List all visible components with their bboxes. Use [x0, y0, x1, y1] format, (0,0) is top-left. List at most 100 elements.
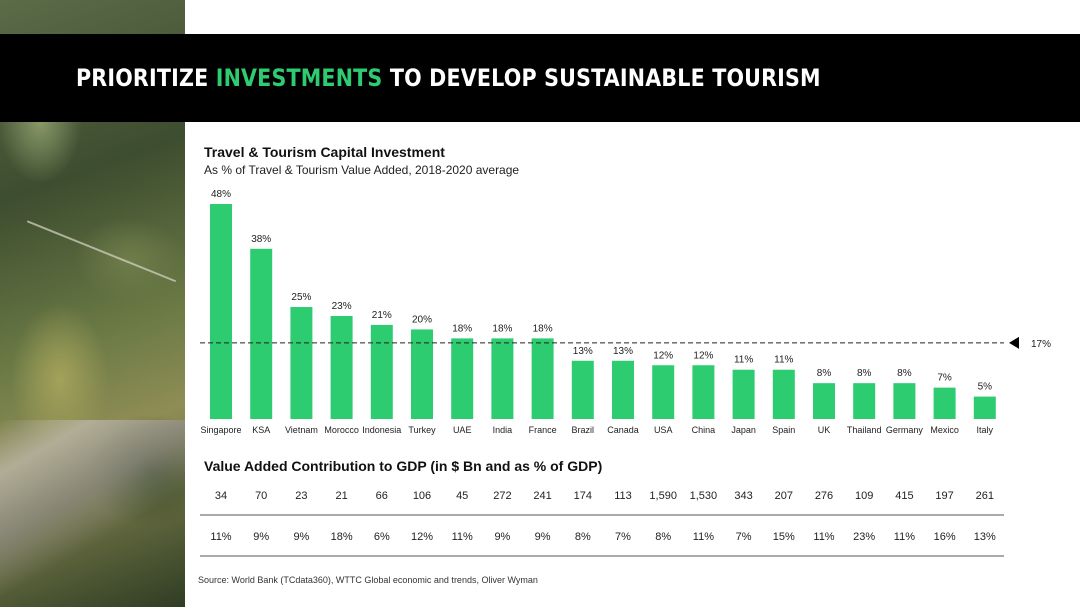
bar-germany	[893, 383, 916, 419]
gdp-bn-cell: 261	[976, 490, 994, 502]
category-label: France	[529, 425, 557, 435]
gdp-pct-cell: 7%	[736, 531, 752, 543]
gdp-bn-cell: 113	[614, 490, 632, 502]
data-label: 13%	[613, 346, 633, 357]
title-highlight: INVESTMENTS	[215, 64, 383, 92]
gdp-bn-cell: 415	[895, 490, 913, 502]
bar-china	[692, 365, 715, 419]
source-note: Source: World Bank (TCdata360), WTTC Glo…	[198, 575, 538, 585]
data-label: 11%	[734, 355, 753, 366]
category-label: Japan	[731, 425, 756, 435]
bar-morocco	[330, 315, 353, 419]
category-label: Italy	[977, 425, 994, 435]
reference-arrow-icon	[1009, 336, 1019, 349]
gdp-pct-cell: 11%	[452, 531, 473, 543]
gdp-bn-cell: 66	[376, 490, 388, 502]
category-label: Brazil	[572, 425, 595, 435]
data-label: 5%	[978, 382, 993, 393]
gdp-pct-cell: 11%	[210, 531, 231, 543]
category-label: USA	[654, 425, 673, 435]
bar-canada	[612, 360, 634, 419]
data-label: 18%	[533, 323, 553, 334]
gdp-pct-cell: 7%	[615, 531, 631, 543]
bar-uk	[813, 383, 835, 419]
gdp-bn-cell: 1,530	[690, 490, 718, 502]
gdp-bn-cell: 45	[456, 490, 468, 502]
title-part-2: TO DEVELOP SUSTAINABLE TOURISM	[382, 64, 821, 92]
category-label: KSA	[252, 425, 270, 435]
category-label: UK	[818, 425, 831, 435]
gdp-pct-cell: 11%	[693, 531, 714, 543]
gdp-bn-cell: 21	[335, 490, 347, 502]
gdp-pct-cell: 15%	[773, 531, 795, 543]
data-label: 12%	[693, 350, 713, 361]
data-label: 25%	[291, 292, 311, 303]
bar-mexico	[933, 387, 956, 419]
gdp-bn-cell: 34	[215, 490, 227, 502]
gdp-bn-cell: 272	[493, 490, 511, 502]
gdp-bn-cell: 23	[295, 490, 307, 502]
bar-singapore	[210, 204, 232, 419]
data-label: 8%	[857, 368, 872, 379]
bar-india	[491, 338, 514, 419]
gdp-pct-cell: 6%	[374, 531, 390, 543]
data-label: 8%	[897, 368, 912, 379]
data-label: 23%	[332, 301, 352, 312]
bar-turkey	[411, 329, 433, 419]
bar-ksa	[250, 248, 273, 419]
title-banner	[0, 34, 1080, 122]
gdp-bn-cell: 109	[855, 490, 873, 502]
gdp-pct-cell: 18%	[331, 531, 353, 543]
data-label: 21%	[372, 310, 392, 321]
bar-uae	[451, 338, 474, 419]
gdp-pct-cell: 8%	[655, 531, 671, 543]
category-label: India	[493, 425, 513, 435]
data-label: 20%	[412, 314, 432, 325]
title-part-1: PRIORITIZE	[76, 64, 216, 92]
gdp-pct-cell: 9%	[494, 531, 510, 543]
category-label: Morocco	[324, 425, 359, 435]
data-label: 13%	[573, 346, 593, 357]
bar-brazil	[571, 360, 594, 419]
bar-italy	[973, 396, 996, 419]
gdp-pct-cell: 8%	[575, 531, 591, 543]
photo-rock	[0, 420, 185, 607]
category-label: China	[692, 425, 716, 435]
gdp-pct-cell: 9%	[293, 531, 309, 543]
data-label: 8%	[817, 368, 832, 379]
bar-spain	[772, 369, 795, 419]
category-label: Vietnam	[285, 425, 318, 435]
gdp-bn-cell: 343	[734, 490, 752, 502]
gdp-bn-cell: 241	[533, 490, 551, 502]
gdp-pct-cell: 9%	[535, 531, 551, 543]
gdp-bn-cell: 70	[255, 490, 267, 502]
category-label: Spain	[772, 425, 795, 435]
gdp-pct-cell: 16%	[934, 531, 956, 543]
gdp-pct-cell: 11%	[813, 531, 834, 543]
gdp-pct-cell: 12%	[411, 531, 433, 543]
data-label: 11%	[774, 355, 793, 366]
chart-subtitle: As % of Travel & Tourism Value Added, 20…	[204, 163, 520, 177]
gdp-bn-cell: 197	[935, 490, 953, 502]
data-label: 7%	[937, 373, 952, 384]
gdp-bn-cell: 174	[574, 490, 592, 502]
gdp-pct-cell: 9%	[253, 531, 269, 543]
data-label: 18%	[452, 323, 472, 334]
data-label: 48%	[211, 189, 231, 200]
data-label: 18%	[492, 323, 512, 334]
category-label: Thailand	[847, 425, 882, 435]
reference-label: 17%	[1031, 339, 1051, 350]
category-label: Singapore	[200, 425, 241, 435]
bar-indonesia	[370, 324, 393, 419]
category-label: Canada	[607, 425, 639, 435]
category-label: Mexico	[930, 425, 959, 435]
gdp-bn-cell: 207	[775, 490, 793, 502]
bar-france	[531, 338, 554, 419]
gdp-bn-cell: 106	[413, 490, 431, 502]
gdp-pct-cell: 11%	[894, 531, 915, 543]
bar-thailand	[853, 383, 876, 419]
page-title: PRIORITIZE INVESTMENTS TO DEVELOP SUSTAI…	[76, 34, 821, 122]
gdp-table-title: Value Added Contribution to GDP (in $ Bn…	[204, 458, 603, 474]
gdp-bn-cell: 276	[815, 490, 833, 502]
